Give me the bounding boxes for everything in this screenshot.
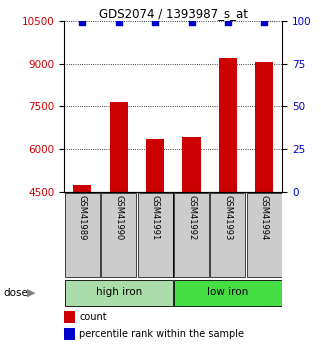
FancyBboxPatch shape: [174, 193, 209, 277]
Point: [152, 19, 158, 25]
Text: GSM41993: GSM41993: [223, 195, 232, 240]
Bar: [146, 139, 164, 192]
Text: GSM41989: GSM41989: [78, 195, 87, 240]
Bar: [182, 137, 201, 192]
FancyBboxPatch shape: [65, 279, 173, 306]
Point: [225, 19, 230, 25]
Point: [116, 19, 121, 25]
Point: [189, 19, 194, 25]
Text: GSM41991: GSM41991: [151, 195, 160, 240]
FancyBboxPatch shape: [211, 193, 245, 277]
Text: high iron: high iron: [96, 287, 142, 297]
FancyBboxPatch shape: [174, 279, 282, 306]
Bar: [255, 62, 273, 192]
Title: GDS2074 / 1393987_s_at: GDS2074 / 1393987_s_at: [99, 7, 248, 20]
Bar: [64, 310, 75, 323]
Text: ▶: ▶: [27, 288, 36, 298]
Text: dose: dose: [3, 288, 28, 298]
Text: GSM41992: GSM41992: [187, 195, 196, 240]
Text: GSM41994: GSM41994: [260, 195, 269, 240]
Text: low iron: low iron: [207, 287, 248, 297]
Bar: [64, 328, 75, 340]
FancyBboxPatch shape: [65, 193, 100, 277]
Text: percentile rank within the sample: percentile rank within the sample: [80, 329, 245, 339]
Point: [80, 19, 85, 25]
Point: [262, 19, 267, 25]
Bar: [73, 185, 91, 192]
Text: count: count: [80, 312, 107, 322]
FancyBboxPatch shape: [138, 193, 173, 277]
Text: GSM41990: GSM41990: [114, 195, 123, 240]
FancyBboxPatch shape: [101, 193, 136, 277]
FancyBboxPatch shape: [247, 193, 282, 277]
Bar: [219, 58, 237, 192]
Bar: [110, 102, 128, 192]
